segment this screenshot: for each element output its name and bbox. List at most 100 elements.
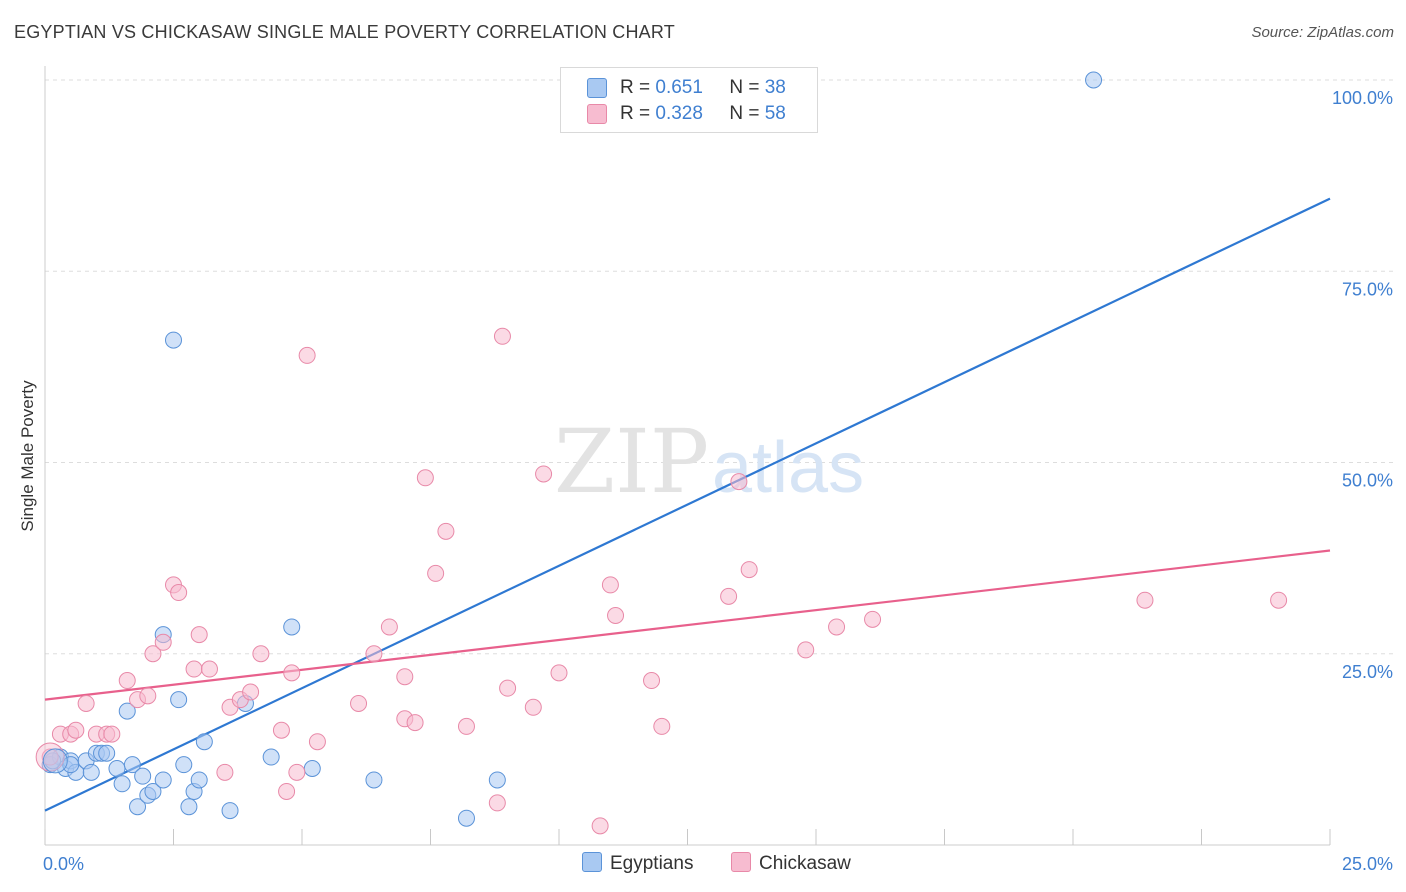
y-tick-label: 50.0% <box>1342 471 1393 491</box>
n-label: N = <box>729 77 760 98</box>
egyptian-point <box>365 771 383 789</box>
chickasaw-point <box>1270 591 1288 609</box>
r-value: 0.328 <box>655 103 703 124</box>
chickasaw-point <box>380 618 398 636</box>
chickasaw-point <box>308 733 326 751</box>
watermark: ZIP atlas <box>554 410 864 513</box>
chickasaw-point <box>252 645 270 663</box>
chickasaw-point <box>154 633 172 651</box>
egyptians-trendline <box>44 197 1331 812</box>
chickasaw-swatch <box>731 852 751 872</box>
chickasaw-point <box>298 346 316 364</box>
egyptian-point <box>123 756 141 774</box>
chickasaw-point <box>607 607 625 624</box>
egyptian-point <box>180 798 198 816</box>
chickasaw-point <box>720 587 738 605</box>
chickasaw-point <box>828 618 846 636</box>
y-tick-label: 25.0% <box>1342 662 1393 682</box>
egyptian-point <box>175 756 193 774</box>
chickasaw-point <box>601 576 619 594</box>
egyptian-point <box>190 771 208 789</box>
egyptian-point <box>118 702 136 720</box>
chickasaw-point <box>170 584 188 602</box>
egyptian-point <box>457 809 475 827</box>
chickasaw-point <box>144 645 162 663</box>
n-label: N = <box>729 103 760 124</box>
chickasaw-point <box>416 469 434 487</box>
egyptian-point <box>1085 71 1103 89</box>
correlation-legend: R = 0.651 N = 38 R = 0.328 N = 58 <box>560 67 818 133</box>
chickasaw-point <box>653 717 671 735</box>
chickasaw-point <box>643 672 661 690</box>
egyptian-point <box>303 760 321 777</box>
legend-label: Chickasaw <box>759 853 851 874</box>
egyptian-point <box>62 756 80 774</box>
egyptians-swatch <box>582 852 602 872</box>
egyptian-point <box>488 771 506 789</box>
r-label: R = <box>620 77 651 98</box>
chickasaw-point <box>797 641 815 659</box>
egyptian-point <box>98 744 116 762</box>
legend-item-egyptians[interactable]: Egyptians <box>582 852 693 875</box>
chickasaw-point <box>242 683 260 701</box>
watermark-zip: ZIP <box>554 410 709 513</box>
egyptian-point <box>154 771 172 789</box>
chickasaw-point <box>190 626 208 644</box>
egyptian-point <box>221 802 239 820</box>
chickasaw-swatch <box>587 104 607 124</box>
egyptian-point <box>108 760 126 777</box>
r-value: 0.651 <box>655 77 703 98</box>
x-tick-label: 25.0% <box>1342 854 1393 874</box>
chickasaw-point <box>118 672 136 690</box>
chickasaw-point <box>200 660 218 678</box>
source-label: Source: ZipAtlas.com <box>1251 24 1394 41</box>
egyptians-swatch <box>587 78 607 98</box>
chickasaw-point <box>350 694 368 712</box>
axes <box>44 66 1331 846</box>
chickasaw-point <box>550 664 568 682</box>
egyptian-point <box>262 748 280 766</box>
legend-item-chickasaw[interactable]: Chickasaw <box>731 852 851 875</box>
chickasaw-point <box>103 725 121 743</box>
chickasaw-point <box>591 817 609 835</box>
chickasaw-point <box>185 660 203 678</box>
chickasaw-point <box>77 694 95 712</box>
chickasaw-point <box>864 610 882 628</box>
egyptian-point <box>170 691 188 709</box>
chickasaw-point <box>396 668 414 686</box>
chickasaw-point <box>216 763 234 781</box>
egyptian-point <box>144 782 162 800</box>
chickasaw-point <box>406 714 424 732</box>
chickasaw-point <box>288 763 306 781</box>
egyptian-point <box>165 331 182 349</box>
chickasaw-point <box>535 465 553 483</box>
chickasaw-point <box>457 717 475 735</box>
tick-labels: 25.0% 50.0% 75.0% 100.0% 0.0% 25.0% <box>43 88 1393 874</box>
egyptian-point <box>195 733 213 751</box>
chickasaw-point <box>499 679 517 697</box>
chickasaw-point <box>427 564 445 582</box>
x-tick-label: 0.0% <box>43 854 84 874</box>
n-value: 38 <box>764 77 786 98</box>
chickasaw-point <box>67 721 85 739</box>
egyptian-point <box>113 775 131 793</box>
chickasaw-point <box>283 664 301 682</box>
n-value: 58 <box>764 103 786 124</box>
gridlines <box>45 79 1395 655</box>
chickasaw-point <box>488 794 506 812</box>
chickasaw-point <box>272 721 290 739</box>
chickasaw-point <box>524 698 542 716</box>
legend-label: Egyptians <box>610 853 694 874</box>
chickasaw-point <box>278 782 296 800</box>
chickasaw-trendline <box>44 549 1331 701</box>
y-tick-label: 100.0% <box>1332 88 1393 108</box>
egyptian-point <box>129 798 147 816</box>
egyptian-point <box>82 763 100 781</box>
egyptian-point-cluster <box>42 748 68 774</box>
data-points <box>35 71 1288 835</box>
watermark-atlas: atlas <box>712 428 864 508</box>
chickasaw-point <box>437 522 455 540</box>
y-tick-label: 75.0% <box>1342 279 1393 299</box>
chart-title: EGYPTIAN VS CHICKASAW SINGLE MALE POVERT… <box>14 22 675 42</box>
